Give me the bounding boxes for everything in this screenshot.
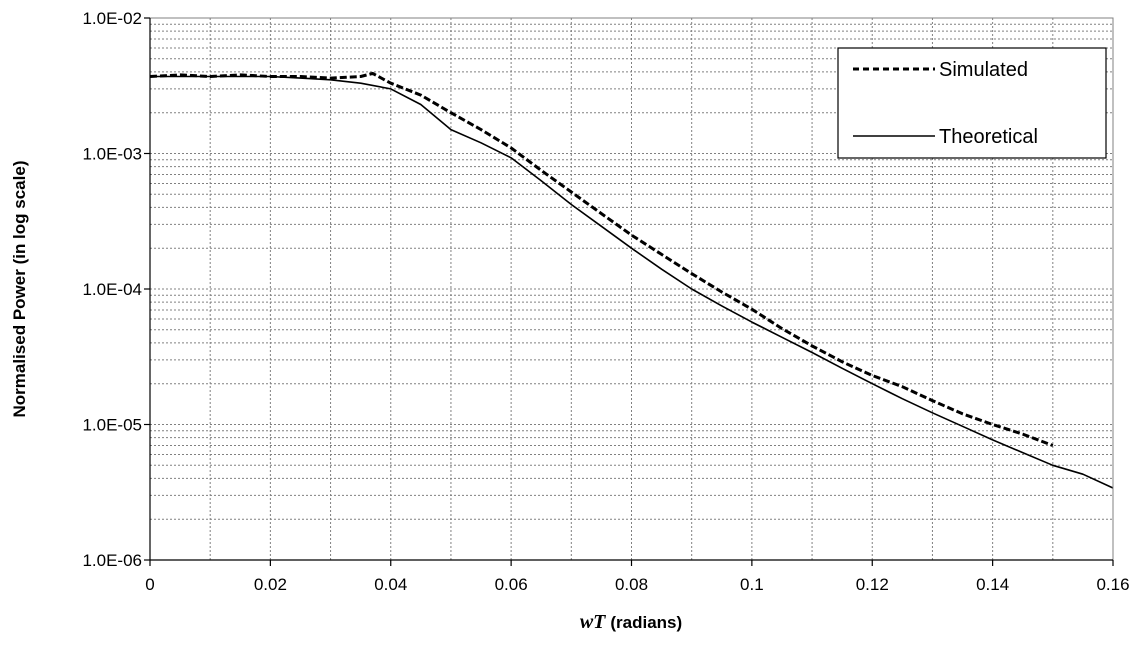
series-layer	[149, 71, 1114, 489]
x-tick-label: 0.06	[495, 575, 528, 594]
grid	[149, 18, 1114, 561]
x-tick-label: 0.02	[254, 575, 287, 594]
x-tick-label: 0.14	[976, 575, 1009, 594]
x-tick-label: 0.08	[615, 575, 648, 594]
y-axis-title: Normalised Power (in log scale)	[10, 161, 29, 418]
series-line-theoretical	[150, 75, 1114, 489]
legend: Simulated Theoretical	[837, 47, 1107, 159]
x-ticks: 0 0.02 0.04 0.06 0.08 0.1 0.12 0.14 0.16	[145, 560, 1130, 594]
x-tick-label: 0.1	[740, 575, 764, 594]
legend-label-theoretical: Theoretical	[939, 126, 1038, 148]
y-tick-label: 1.0E-02	[82, 9, 142, 28]
legend-label-simulated: Simulated	[939, 59, 1028, 81]
x-tick-label: 0.16	[1096, 575, 1129, 594]
x-tick-label: 0.12	[856, 575, 889, 594]
y-tick-label: 1.0E-06	[82, 551, 142, 570]
x-tick-label: 0	[145, 575, 154, 594]
y-tick-label: 1.0E-05	[82, 416, 142, 435]
y-tick-label: 1.0E-04	[82, 280, 142, 299]
legend-box	[837, 47, 1107, 159]
y-tick-label: 1.0E-03	[82, 145, 142, 164]
x-axis-title-unit: (radians)	[610, 613, 682, 632]
y-ticks: 1.0E-06 1.0E-05 1.0E-04 1.0E-03 1.0E-02	[82, 9, 150, 570]
series-line-simulated	[149, 71, 1054, 447]
x-axis-title-variable: wT	[580, 611, 606, 633]
x-axis-title: wT (radians)	[580, 611, 682, 633]
x-tick-label: 0.04	[374, 575, 407, 594]
